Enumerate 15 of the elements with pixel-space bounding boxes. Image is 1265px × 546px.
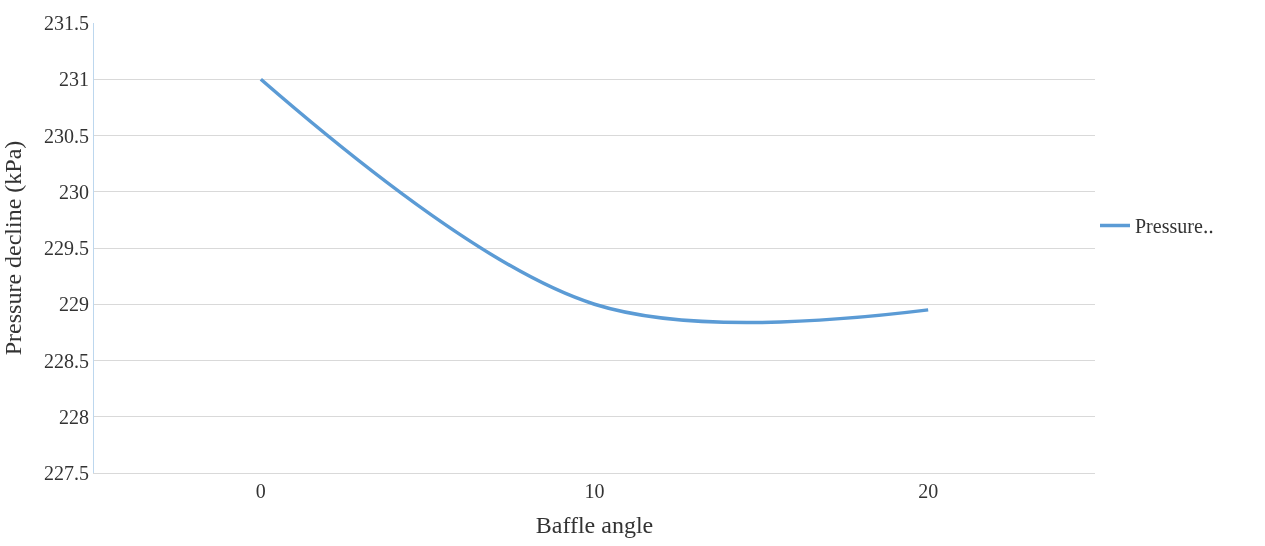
y-tick-label: 231.5 bbox=[44, 12, 89, 34]
y-tick-label: 229.5 bbox=[44, 237, 89, 259]
y-tick-label: 229 bbox=[59, 293, 89, 316]
y-tick-label: 231 bbox=[59, 68, 89, 91]
legend-label: Pressure‥ bbox=[1135, 215, 1214, 238]
y-tick-label: 228.5 bbox=[44, 349, 89, 372]
y-tick-label: 228 bbox=[59, 405, 89, 428]
y-axis-title: Pressure decline (kPa) bbox=[0, 140, 27, 356]
x-tick-label: 0 bbox=[255, 480, 266, 502]
x-tick-label: 10 bbox=[584, 480, 605, 502]
x-tick-label: 20 bbox=[918, 480, 939, 502]
y-tick-label: 227.5 bbox=[44, 462, 89, 484]
x-axis-title: Baffle angle bbox=[535, 512, 654, 539]
y-tick-label: 230.5 bbox=[44, 124, 89, 147]
y-tick-label: 230 bbox=[59, 180, 89, 203]
